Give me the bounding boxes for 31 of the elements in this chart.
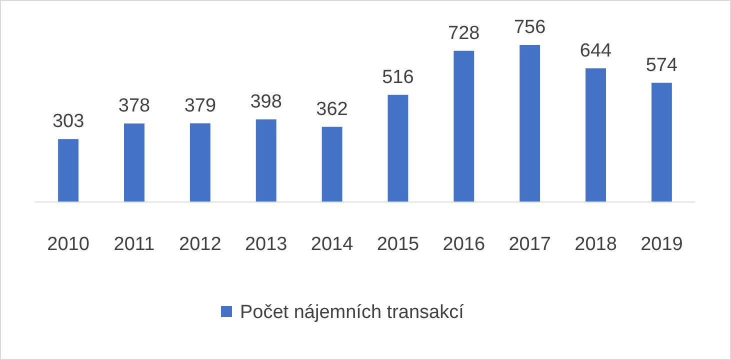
x-tick-label: 2011 [114,234,155,255]
x-tick-label: 2012 [179,234,222,255]
x-tick-label: 2014 [310,234,354,255]
bar [58,139,79,202]
x-tick-label: 2016 [442,234,486,255]
data-label: 516 [382,66,414,88]
data-label: 574 [646,54,678,76]
bar [256,119,276,202]
data-label: 728 [448,22,480,44]
bar [586,68,606,202]
x-tick-label: 2018 [574,234,617,255]
bar [124,124,144,202]
x-tick-label: 2013 [244,234,288,255]
x-tick-label: 2015 [376,234,420,255]
x-tick-label: 2019 [640,234,683,255]
bar [520,45,540,202]
x-tick-label: 2017 [508,234,551,255]
data-label: 379 [184,95,216,116]
data-label: 644 [580,40,612,62]
bar [651,82,672,202]
data-label: 303 [52,111,84,132]
bar [190,123,210,202]
data-label: 362 [316,98,348,120]
x-tick-label: 2010 [47,234,90,255]
data-label: 756 [514,17,546,38]
legend-label: Počet nájemních transakcí [240,302,465,323]
bar [322,126,342,202]
bar [388,94,408,202]
data-label: 378 [118,96,150,116]
data-label: 398 [250,91,282,112]
bar [454,50,474,202]
